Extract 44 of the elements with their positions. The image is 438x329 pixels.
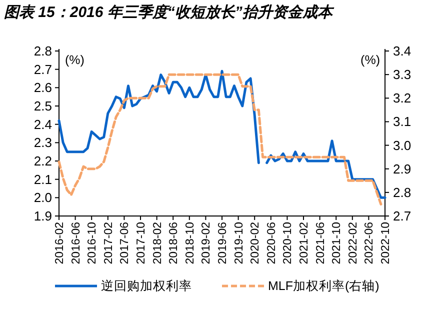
y-tick-label: 2.0 xyxy=(34,190,52,206)
y2-tick-label: 2.7 xyxy=(393,208,412,224)
y2-axis-title: (%) xyxy=(360,53,380,67)
x-tick-label: 2020-10 xyxy=(282,222,294,264)
chart-title: 图表 15：2016 年三季度“收短放长”抬升资金成本 xyxy=(4,3,334,21)
x-tick-label: 2019-10 xyxy=(233,222,246,264)
y-tick-label: 2.6 xyxy=(34,80,52,96)
x-tick-label: 2021-10 xyxy=(331,222,344,264)
y-tick-label: 2.2 xyxy=(34,154,52,168)
y2-tick-label: 2.9 xyxy=(393,161,412,176)
y-tick-label: 2.8 xyxy=(34,44,52,58)
x-tick-label: 2016-06 xyxy=(70,222,82,264)
y-axis-title: (%) xyxy=(65,53,84,67)
x-tick-label: 2018-10 xyxy=(184,222,196,264)
x-tick-label: 2022-02 xyxy=(347,222,360,264)
legend-label: 逆回购加权利率 xyxy=(101,278,192,293)
y-tick-label: 1.9 xyxy=(34,208,52,224)
x-tick-label: 2019-06 xyxy=(217,222,229,264)
x-tick-label: 2018-02 xyxy=(152,222,164,264)
y2-tick-label: 2.8 xyxy=(393,184,412,200)
y2-tick-label: 3.2 xyxy=(393,90,412,106)
x-tick-label: 2017-06 xyxy=(119,222,132,264)
y-tick-label: 2.4 xyxy=(34,116,52,132)
y2-tick-label: 3.4 xyxy=(393,44,412,58)
x-tick-label: 2020-06 xyxy=(266,222,278,264)
x-tick-label: 2019-02 xyxy=(200,222,213,264)
x-tick-label: 2017-10 xyxy=(136,222,148,264)
legend-label: MLF加权利率(右轴) xyxy=(268,278,380,293)
y-tick-label: 2.7 xyxy=(34,62,52,77)
y-tick-label: 2.1 xyxy=(34,172,52,187)
x-tick-label: 2021-02 xyxy=(298,222,310,264)
y2-tick-label: 3.1 xyxy=(393,114,412,130)
x-tick-label: 2022-10 xyxy=(380,222,392,264)
y2-tick-label: 3.0 xyxy=(393,138,412,153)
x-tick-label: 2020-02 xyxy=(250,222,262,264)
y-tick-label: 2.5 xyxy=(34,98,52,114)
y2-tick-label: 3.3 xyxy=(393,67,412,82)
x-tick-label: 2016-10 xyxy=(86,222,99,264)
x-tick-label: 2021-06 xyxy=(314,222,327,264)
x-tick-label: 2017-02 xyxy=(102,222,115,264)
x-tick-label: 2016-02 xyxy=(54,222,66,264)
y-tick-label: 2.3 xyxy=(34,135,52,150)
x-tick-label: 2022-06 xyxy=(364,222,376,264)
x-tick-label: 2018-06 xyxy=(168,222,180,264)
